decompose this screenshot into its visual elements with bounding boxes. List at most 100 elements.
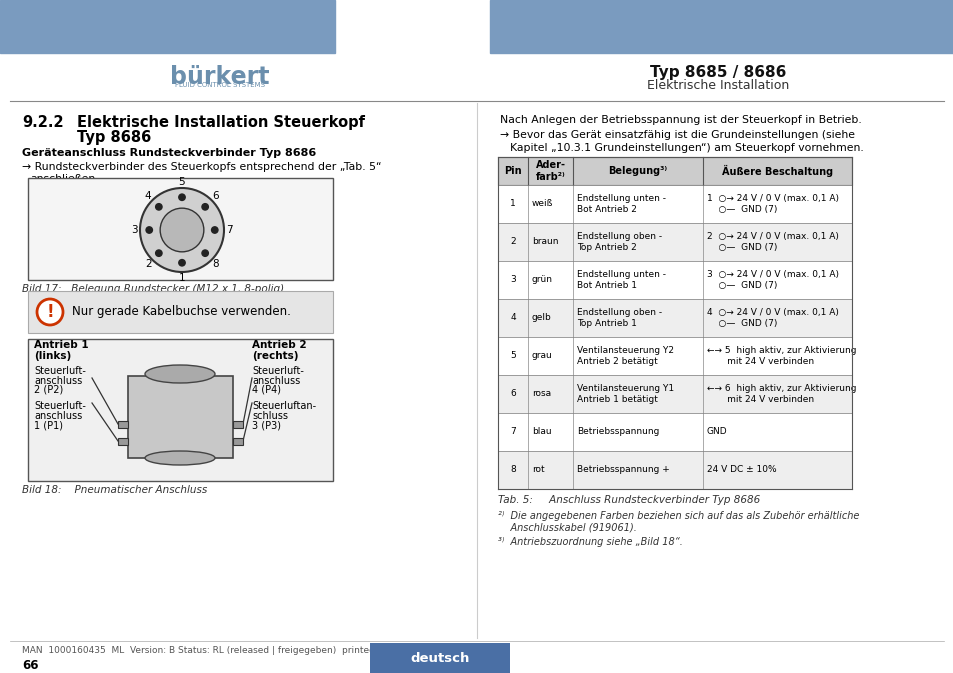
Text: Kapitel „10.3.1 Grundeinstellungen“) am Steuerkopf vornehmen.: Kapitel „10.3.1 Grundeinstellungen“) am …: [510, 143, 862, 153]
Bar: [497, 413, 851, 451]
Bar: [497, 261, 851, 299]
Text: rot: rot: [532, 466, 544, 474]
Text: 7: 7: [226, 225, 233, 235]
Text: 5: 5: [178, 177, 185, 187]
Circle shape: [155, 204, 162, 210]
Text: 1  ○→ 24 V / 0 V (max. 0,1 A)
    ○—  GND (7): 1 ○→ 24 V / 0 V (max. 0,1 A) ○— GND (7): [706, 194, 838, 214]
Text: Endstellung unten -
Bot Antrieb 1: Endstellung unten - Bot Antrieb 1: [577, 271, 665, 289]
Text: Äußere Beschaltung: Äußere Beschaltung: [721, 165, 832, 177]
Text: Betriebsspannung: Betriebsspannung: [577, 427, 659, 437]
Bar: [118, 421, 128, 428]
Text: weiß: weiß: [532, 199, 553, 209]
Bar: [497, 451, 851, 489]
Circle shape: [160, 208, 204, 252]
Text: → Bevor das Gerät einsatzfähig ist die Grundeinstellungen (siehe: → Bevor das Gerät einsatzfähig ist die G…: [499, 130, 854, 140]
Text: 2: 2: [145, 259, 152, 269]
Text: rosa: rosa: [532, 390, 551, 398]
Bar: [28, 178, 333, 280]
Text: ←→ 5  high aktiv, zur Aktivierung
       mit 24 V verbinden: ←→ 5 high aktiv, zur Aktivierung mit 24 …: [706, 347, 856, 365]
Bar: [490, 0, 953, 53]
Text: 2: 2: [510, 238, 516, 246]
Text: 66: 66: [22, 659, 38, 672]
Text: Typ 8685 / 8686: Typ 8685 / 8686: [649, 65, 785, 80]
Bar: [233, 438, 243, 445]
Text: 1: 1: [178, 273, 185, 283]
Text: Steuerluftan-: Steuerluftan-: [252, 401, 315, 411]
Text: MAN  1000160435  ML  Version: B Status: RL (released | freigegeben)  printed: 24: MAN 1000160435 ML Version: B Status: RL …: [22, 646, 432, 655]
Text: 8: 8: [510, 466, 516, 474]
Text: anschluss: anschluss: [252, 376, 300, 386]
Text: braun: braun: [532, 238, 558, 246]
Text: Antrieb 2: Antrieb 2: [252, 340, 306, 350]
Ellipse shape: [145, 365, 214, 383]
Text: Steuerluft-: Steuerluft-: [34, 401, 86, 411]
Text: Ader-
farb²⁾: Ader- farb²⁾: [535, 160, 565, 182]
Text: 4  ○→ 24 V / 0 V (max. 0,1 A)
    ○—  GND (7): 4 ○→ 24 V / 0 V (max. 0,1 A) ○— GND (7): [706, 308, 838, 328]
Text: grau: grau: [532, 351, 552, 361]
Text: anschluss: anschluss: [34, 411, 82, 421]
Bar: [497, 299, 851, 337]
Text: Nach Anlegen der Betriebsspannung ist der Steuerkopf in Betrieb.: Nach Anlegen der Betriebsspannung ist de…: [499, 115, 861, 125]
Text: Steuerluft-: Steuerluft-: [252, 366, 304, 376]
Text: 3  ○→ 24 V / 0 V (max. 0,1 A)
    ○—  GND (7): 3 ○→ 24 V / 0 V (max. 0,1 A) ○— GND (7): [706, 271, 838, 289]
Bar: [497, 223, 851, 261]
Text: Geräteanschluss Rundsteckverbinder Typ 8686: Geräteanschluss Rundsteckverbinder Typ 8…: [22, 148, 315, 158]
Text: ²⁾  Die angegebenen Farben beziehen sich auf das als Zubehör erhältliche: ²⁾ Die angegebenen Farben beziehen sich …: [497, 511, 859, 521]
Ellipse shape: [145, 451, 214, 465]
Circle shape: [155, 250, 162, 256]
Bar: [497, 185, 851, 223]
Text: 3 (P3): 3 (P3): [252, 420, 281, 430]
Text: !: !: [46, 303, 53, 321]
Text: Nur gerade Kabelbuchse verwenden.: Nur gerade Kabelbuchse verwenden.: [71, 306, 291, 318]
Text: 1 (P1): 1 (P1): [34, 420, 63, 430]
Text: 24 V DC ± 10%: 24 V DC ± 10%: [706, 466, 776, 474]
Text: → Rundsteckverbinder des Steuerkopfs entsprechend der „Tab. 5“: → Rundsteckverbinder des Steuerkopfs ent…: [22, 162, 381, 172]
Text: Endstellung oben -
Top Antrieb 1: Endstellung oben - Top Antrieb 1: [577, 308, 661, 328]
Text: gelb: gelb: [532, 314, 551, 322]
Text: 4: 4: [145, 191, 152, 201]
Bar: [128, 376, 233, 458]
Text: (links): (links): [34, 351, 71, 361]
Text: Typ 8686: Typ 8686: [77, 130, 152, 145]
Text: 2 (P2): 2 (P2): [34, 385, 63, 395]
Text: Antrieb 1: Antrieb 1: [34, 340, 89, 350]
Circle shape: [37, 299, 63, 325]
Text: Bild 18:    Pneumatischer Anschluss: Bild 18: Pneumatischer Anschluss: [22, 485, 207, 495]
Bar: [28, 291, 333, 333]
Text: Endstellung oben -
Top Antrieb 2: Endstellung oben - Top Antrieb 2: [577, 232, 661, 252]
Text: Belegung³⁾: Belegung³⁾: [608, 166, 667, 176]
Text: deutsch: deutsch: [410, 651, 469, 664]
Text: Tab. 5:     Anschluss Rundsteckverbinder Typ 8686: Tab. 5: Anschluss Rundsteckverbinder Typ…: [497, 495, 760, 505]
Text: 9.2.2: 9.2.2: [22, 115, 64, 130]
Text: Ventilansteuerung Y2
Antrieb 2 betätigt: Ventilansteuerung Y2 Antrieb 2 betätigt: [577, 347, 673, 365]
Text: Elektrische Installation Steuerkopf: Elektrische Installation Steuerkopf: [77, 115, 365, 130]
Bar: [118, 438, 128, 445]
Text: 6: 6: [213, 191, 219, 201]
Text: Pin: Pin: [503, 166, 521, 176]
Text: 4: 4: [510, 314, 516, 322]
Text: schluss: schluss: [252, 411, 288, 421]
Bar: [28, 339, 333, 481]
Text: 3: 3: [510, 275, 516, 285]
Text: Elektrische Installation: Elektrische Installation: [646, 79, 788, 92]
Text: ³⁾  Antriebszuordnung siehe „Bild 18“.: ³⁾ Antriebszuordnung siehe „Bild 18“.: [497, 537, 682, 547]
Text: anschließen.: anschließen.: [30, 174, 98, 184]
Bar: [0, 0, 335, 53]
Bar: [370, 643, 510, 673]
Text: 2  ○→ 24 V / 0 V (max. 0,1 A)
    ○—  GND (7): 2 ○→ 24 V / 0 V (max. 0,1 A) ○— GND (7): [706, 232, 838, 252]
Text: 8: 8: [213, 259, 219, 269]
Text: blau: blau: [532, 427, 551, 437]
Circle shape: [202, 250, 208, 256]
Text: ←→ 6  high aktiv, zur Aktivierung
       mit 24 V verbinden: ←→ 6 high aktiv, zur Aktivierung mit 24 …: [706, 384, 856, 404]
Text: Betriebsspannung +: Betriebsspannung +: [577, 466, 669, 474]
Bar: [233, 421, 243, 428]
Bar: [497, 375, 851, 413]
Text: 6: 6: [510, 390, 516, 398]
Text: grün: grün: [532, 275, 553, 285]
Circle shape: [140, 188, 224, 272]
Text: FLUID CONTROL SYSTEMS: FLUID CONTROL SYSTEMS: [174, 82, 265, 88]
Text: 1: 1: [510, 199, 516, 209]
Text: Endstellung unten -
Bot Antrieb 2: Endstellung unten - Bot Antrieb 2: [577, 194, 665, 214]
Text: 3: 3: [131, 225, 137, 235]
Text: bürkert: bürkert: [170, 65, 270, 89]
